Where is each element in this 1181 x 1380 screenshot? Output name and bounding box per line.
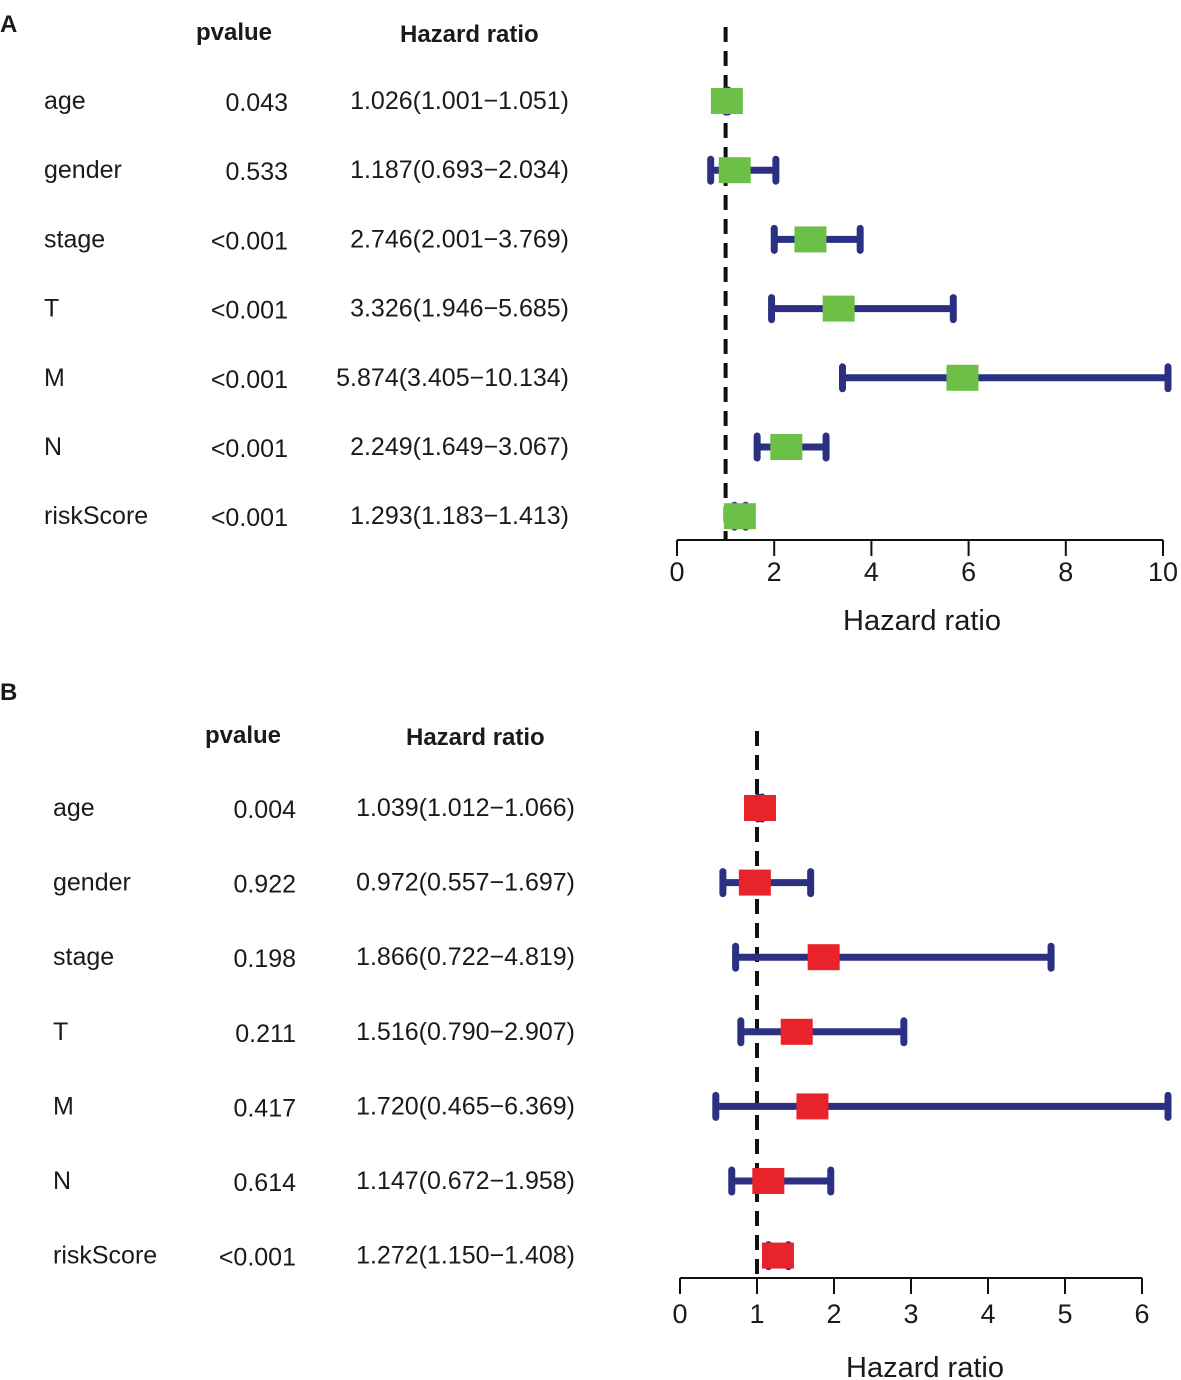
panel-a: A pvalue Hazard ratio Hazard ratio age 0.… <box>0 11 1178 637</box>
panel-b-x-tick-label: 3 <box>903 1299 918 1329</box>
panel-b-x-axis-title: Hazard ratio <box>846 1352 1004 1380</box>
panel-a-hr-box <box>770 434 803 460</box>
panel-a-row-label: N <box>44 433 62 461</box>
panel-b-hr-box <box>780 1018 813 1045</box>
panel-b-hr-box <box>738 869 771 896</box>
panel-b-row-pvalue: 0.922 <box>233 871 296 899</box>
panel-a-row-pvalue: <0.001 <box>211 504 288 532</box>
panel-b-x-tick-label: 2 <box>826 1299 841 1329</box>
panel-a-hr-box <box>718 157 751 184</box>
panel-a-hr-box <box>723 503 756 530</box>
panel-b-row-pvalue: 0.198 <box>233 945 296 973</box>
panel-b-x-tick-label: 6 <box>1134 1299 1149 1329</box>
panel-b-row-pvalue: 0.614 <box>233 1169 296 1197</box>
panel-a-x-tick-label: 2 <box>767 557 782 587</box>
panel-a-pvalue-header: pvalue <box>196 19 272 46</box>
panel-a-row-hr-text: 2.249(1.649−3.067) <box>350 433 569 461</box>
panel-a-row-label: riskScore <box>44 502 148 530</box>
panel-b-row-label: M <box>53 1092 74 1120</box>
panel-a-hr-box <box>710 88 743 114</box>
panel-b-x-tick-label: 4 <box>980 1299 995 1329</box>
panel-a-hr-box <box>822 295 855 322</box>
panel-b-row-pvalue: 0.004 <box>233 796 296 824</box>
panel-b-row-hr-text: 1.866(0.722−4.819) <box>356 943 575 971</box>
panel-b-row-label: T <box>53 1018 68 1046</box>
panel-a-row-pvalue: <0.001 <box>211 435 288 463</box>
panel-b-x-tick-label: 5 <box>1057 1299 1072 1329</box>
panel-a-row-label: T <box>44 295 59 323</box>
panel-a-hr-box <box>794 226 827 253</box>
panel-a-x-axis-title: Hazard ratio <box>843 605 1001 637</box>
panel-a-row-hr-text: 1.187(0.693−2.034) <box>350 156 569 184</box>
panel-b-row-hr-text: 1.039(1.012−1.066) <box>356 794 575 822</box>
panel-a-row-pvalue: 0.533 <box>225 158 288 186</box>
panel-b-row-hr-text: 1.720(0.465−6.369) <box>356 1092 575 1120</box>
panel-b-row-hr-text: 0.972(0.557−1.697) <box>356 869 575 897</box>
panel-a-label: A <box>0 11 17 38</box>
panel-b-x-tick-label: 0 <box>672 1299 687 1329</box>
panel-a-row-pvalue: <0.001 <box>211 366 288 394</box>
panel-a-x-tick-label: 0 <box>669 557 684 587</box>
panel-b: B pvalue Hazard ratio Hazard ratio age 0.… <box>0 679 1172 1380</box>
panel-b-pvalue-header: pvalue <box>205 722 281 749</box>
panel-a-x-tick-label: 8 <box>1058 557 1073 587</box>
panel-b-row-hr-text: 1.147(0.672−1.958) <box>356 1167 575 1195</box>
panel-b-row-pvalue: <0.001 <box>219 1244 296 1272</box>
panel-a-row-label: stage <box>44 225 105 253</box>
panel-a-x-tick-label: 6 <box>961 557 976 587</box>
panel-b-row-label: gender <box>53 869 131 897</box>
panel-a-row-label: M <box>44 364 65 392</box>
panel-b-row-label: age <box>53 794 95 822</box>
panel-a-row-label: gender <box>44 156 122 184</box>
panel-a-x-tick-label: 4 <box>864 557 879 587</box>
panel-b-x-tick-label: 1 <box>749 1299 764 1329</box>
panel-b-row-label: N <box>53 1167 71 1195</box>
panel-b-row-pvalue: 0.211 <box>235 1020 296 1048</box>
panel-a-row-hr-text: 5.874(3.405−10.134) <box>336 364 569 392</box>
panel-b-row-pvalue: 0.417 <box>233 1094 296 1122</box>
panel-b-row-label: stage <box>53 943 114 971</box>
panel-a-row-pvalue: <0.001 <box>211 227 288 255</box>
panel-a-x-tick-label: 10 <box>1148 557 1178 587</box>
panel-b-hr-box <box>744 795 777 821</box>
panel-a-row-pvalue: <0.001 <box>211 297 288 325</box>
panel-a-hr-header: Hazard ratio <box>400 21 539 48</box>
panel-b-hr-box <box>796 1093 829 1120</box>
panel-b-hr-box <box>752 1168 785 1194</box>
panel-b-hr-box <box>807 944 840 971</box>
panel-a-row-hr-text: 1.026(1.001−1.051) <box>350 87 569 115</box>
panel-b-row-hr-text: 1.272(1.150−1.408) <box>356 1242 575 1270</box>
panel-a-row-hr-text: 1.293(1.183−1.413) <box>350 502 569 530</box>
panel-a-row-hr-text: 3.326(1.946−5.685) <box>350 295 569 323</box>
panel-b-row-label: riskScore <box>53 1242 157 1270</box>
panel-b-row-hr-text: 1.516(0.790−2.907) <box>356 1018 575 1046</box>
panel-a-row-label: age <box>44 87 86 115</box>
panel-a-row-pvalue: 0.043 <box>225 89 288 117</box>
panel-b-label: B <box>0 679 17 706</box>
panel-b-hr-header: Hazard ratio <box>406 724 545 751</box>
panel-b-hr-box <box>761 1242 794 1269</box>
panel-a-hr-box <box>946 364 979 391</box>
panel-a-row-hr-text: 2.746(2.001−3.769) <box>350 225 569 253</box>
